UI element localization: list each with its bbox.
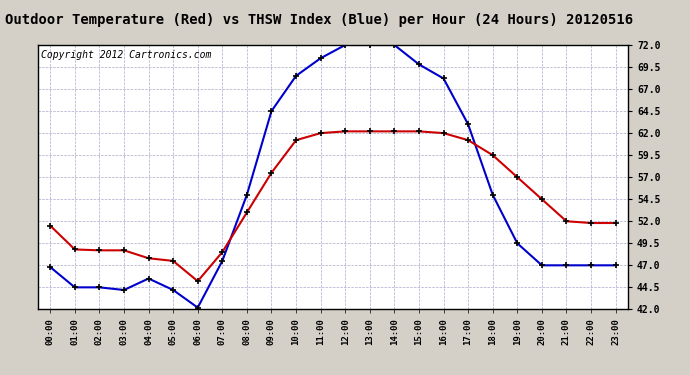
Text: Copyright 2012 Cartronics.com: Copyright 2012 Cartronics.com: [41, 50, 211, 60]
Text: Outdoor Temperature (Red) vs THSW Index (Blue) per Hour (24 Hours) 20120516: Outdoor Temperature (Red) vs THSW Index …: [5, 13, 633, 27]
